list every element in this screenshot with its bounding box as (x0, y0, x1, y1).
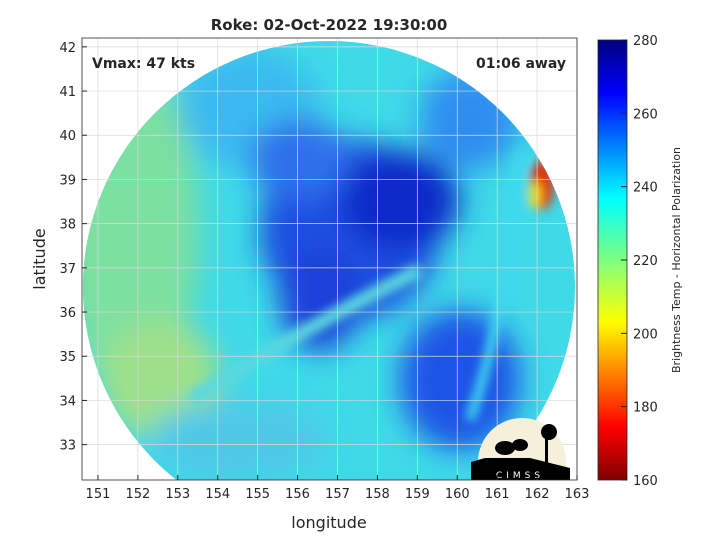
x-tick-label: 157 (325, 487, 350, 502)
colorbar-tick-label: 200 (633, 327, 658, 342)
x-tick-label: 155 (245, 487, 270, 502)
x-tick-label: 161 (485, 487, 510, 502)
colorbar-tick-label: 220 (633, 254, 658, 269)
y-tick-label: 35 (59, 350, 76, 365)
axes-frame (81, 37, 578, 481)
chart-title: Roke: 02-Oct-2022 19:30:00 (211, 16, 448, 34)
cimss-logo: CIMSS (471, 418, 570, 481)
x-tick-label: 152 (125, 487, 150, 502)
colorbar-tick-label: 280 (633, 34, 658, 49)
vmax-annotation: Vmax: 47 kts (92, 56, 195, 72)
x-axis-label: longitude (291, 513, 366, 532)
x-axis: 151 152 153 154 155 156 157 158 159 160 161 162 163 (86, 475, 590, 502)
y-tick-label: 37 (59, 262, 76, 277)
y-tick-label: 42 (59, 41, 76, 56)
y-tick-label: 39 (59, 173, 76, 188)
y-tick-label: 33 (59, 439, 76, 454)
colorbar-tick-label: 240 (633, 181, 658, 196)
x-tick-label: 158 (365, 487, 390, 502)
colorbar-tick-label: 180 (633, 401, 658, 416)
plot-area: CIMSS 151 152 153 154 155 156 157 158 159 160 161 1… (30, 16, 590, 532)
x-tick-label: 156 (285, 487, 310, 502)
y-tick-label: 38 (59, 218, 76, 233)
y-axis: 33 34 35 36 37 38 39 40 41 42 (59, 41, 87, 454)
x-tick-label: 159 (405, 487, 430, 502)
x-tick-label: 163 (565, 487, 590, 502)
svg-text:CIMSS: CIMSS (496, 471, 544, 481)
x-tick-label: 160 (445, 487, 470, 502)
y-tick-label: 36 (59, 306, 76, 321)
y-tick-label: 40 (59, 129, 76, 144)
colorbar-tick-label: 260 (633, 107, 658, 122)
colorbar: 160 180 200 220 240 260 280 Brightness Temp - … (597, 34, 683, 489)
x-tick-label: 151 (86, 487, 111, 502)
x-tick-label: 154 (205, 487, 230, 502)
y-axis-label: latitude (30, 228, 49, 289)
colorbar-label: Brightness Temp - Horizontal Polarizatio… (670, 147, 683, 373)
y-tick-label: 34 (59, 394, 76, 409)
time-offset-annotation: 01:06 away (476, 56, 566, 72)
brightness-temp-image (83, 41, 575, 480)
x-tick-label: 162 (525, 487, 550, 502)
colorbar-tick-label: 160 (633, 474, 658, 489)
x-tick-label: 153 (165, 487, 190, 502)
y-tick-label: 41 (59, 85, 76, 100)
